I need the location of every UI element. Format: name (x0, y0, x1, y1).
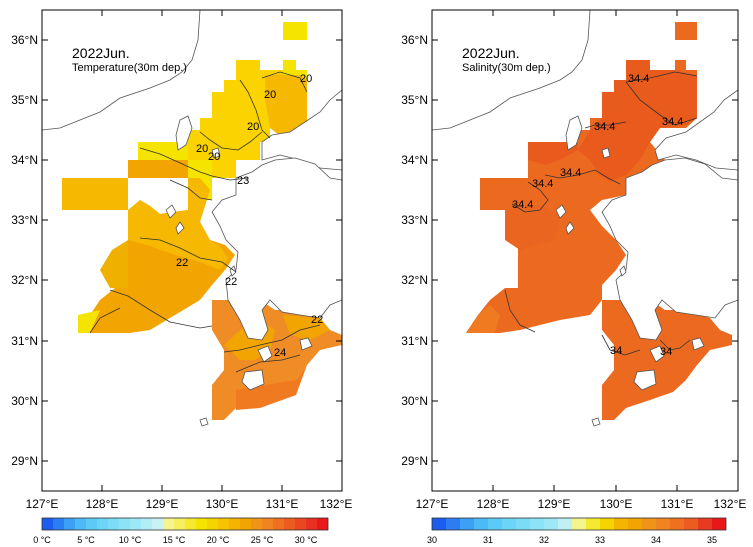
lon-label: 131°E (266, 497, 299, 511)
axis-ticks (42, 10, 342, 491)
contour-label: 34.4 (628, 73, 649, 85)
longitude-labels: 127°E 128°E 129°E 130°E 131°E 132°E (26, 497, 353, 511)
contour-label: 22 (225, 276, 237, 288)
colorbar-label: 0 °C (33, 535, 51, 545)
panel-title: 2022Jun. (72, 45, 130, 61)
temperature-contours (89, 71, 321, 373)
panel-title: 2022Jun. (462, 45, 520, 61)
colorbar-label: 30 (427, 535, 437, 545)
lon-label: 127°E (416, 497, 449, 511)
lat-label: 33°N (11, 213, 38, 227)
lat-label: 34°N (11, 153, 38, 167)
latitude-labels: 36°N 35°N 34°N 33°N 32°N 31°N 30°N 29°N (401, 33, 428, 468)
salinity-contour-labels: 34.4 34.4 34.4 34.4 34.4 34.4 34 34 (512, 73, 683, 358)
map-frame (41, 9, 343, 492)
contour-label: 22 (176, 257, 188, 269)
lon-label: 127°E (26, 497, 59, 511)
axis-ticks (432, 10, 738, 491)
lat-label: 32°N (401, 273, 428, 287)
colorbar-label: 20 °C (207, 535, 230, 545)
colorbar-label: 32 (539, 535, 549, 545)
contour-label: 34 (610, 345, 622, 357)
lat-label: 36°N (11, 33, 38, 47)
land-masses (432, 10, 738, 427)
colorbar-label: 15 °C (163, 535, 186, 545)
lat-label: 32°N (11, 273, 38, 287)
lon-label: 128°E (86, 497, 119, 511)
colorbar-label: 33 (595, 535, 605, 545)
colorbar-label: 5 °C (77, 535, 95, 545)
contour-label: 23 (237, 175, 249, 187)
lat-label: 29°N (11, 454, 38, 468)
contour-label: 34.4 (662, 116, 683, 128)
panel-subtitle: Salinity(30m dep.) (462, 62, 551, 74)
lon-label: 129°E (146, 497, 179, 511)
colorbar-label: 30 °C (295, 535, 318, 545)
latitude-labels: 36°N 35°N 34°N 33°N 32°N 31°N 30°N 29°N (11, 33, 38, 468)
temperature-contour-labels: 20 20 20 20 20 23 22 22 22 24 (176, 73, 323, 359)
land-masses (42, 10, 342, 427)
longitude-labels: 127°E 128°E 129°E 130°E 131°E 132°E (416, 497, 747, 511)
salinity-contours (504, 71, 698, 356)
lat-label: 35°N (401, 93, 428, 107)
lon-label: 132°E (320, 497, 353, 511)
contour-label: 34.4 (532, 178, 553, 190)
contour-label: 34.4 (560, 167, 581, 179)
lon-label: 129°E (538, 497, 571, 511)
lon-label: 128°E (477, 497, 510, 511)
salinity-panel: 34.4 34.4 34.4 34.4 34.4 34.4 34 34 36°N (401, 9, 747, 545)
lat-label: 36°N (401, 33, 428, 47)
colorbar-label: 34 (651, 535, 661, 545)
lat-label: 33°N (401, 213, 428, 227)
lat-label: 35°N (11, 93, 38, 107)
lat-label: 30°N (11, 394, 38, 408)
contour-label: 34.4 (594, 121, 615, 133)
lat-label: 29°N (401, 454, 428, 468)
map-frame (431, 9, 739, 492)
salinity-colorbar: 30 31 32 33 34 35 (427, 517, 727, 545)
temperature-field (62, 22, 342, 420)
contour-label: 20 (264, 89, 276, 101)
lon-label: 130°E (600, 497, 633, 511)
lat-label: 34°N (401, 153, 428, 167)
contour-label: 20 (208, 151, 220, 163)
colorbar-label: 35 (707, 535, 717, 545)
contour-label: 24 (274, 347, 286, 359)
contour-label: 34.4 (512, 199, 533, 211)
lat-label: 31°N (11, 334, 38, 348)
temperature-colorbar: 0 °C 5 °C 10 °C 15 °C 20 °C 25 °C 30 °C (33, 517, 329, 545)
temperature-panel: 20 20 20 20 20 23 22 22 22 24 (11, 9, 353, 545)
contour-label: 22 (311, 314, 323, 326)
lon-label: 132°E (714, 497, 747, 511)
lon-label: 131°E (661, 497, 694, 511)
lat-label: 31°N (401, 334, 428, 348)
lat-label: 30°N (401, 394, 428, 408)
panel-subtitle: Temperature(30m dep.) (72, 62, 187, 74)
contour-label: 20 (247, 121, 259, 133)
contour-label: 20 (300, 73, 312, 85)
contour-label: 34 (660, 346, 672, 358)
colorbar-label: 31 (483, 535, 493, 545)
lon-label: 130°E (206, 497, 239, 511)
contour-label: 20 (196, 143, 208, 155)
colorbar-label: 25 °C (251, 535, 274, 545)
colorbar-label: 10 °C (119, 535, 142, 545)
